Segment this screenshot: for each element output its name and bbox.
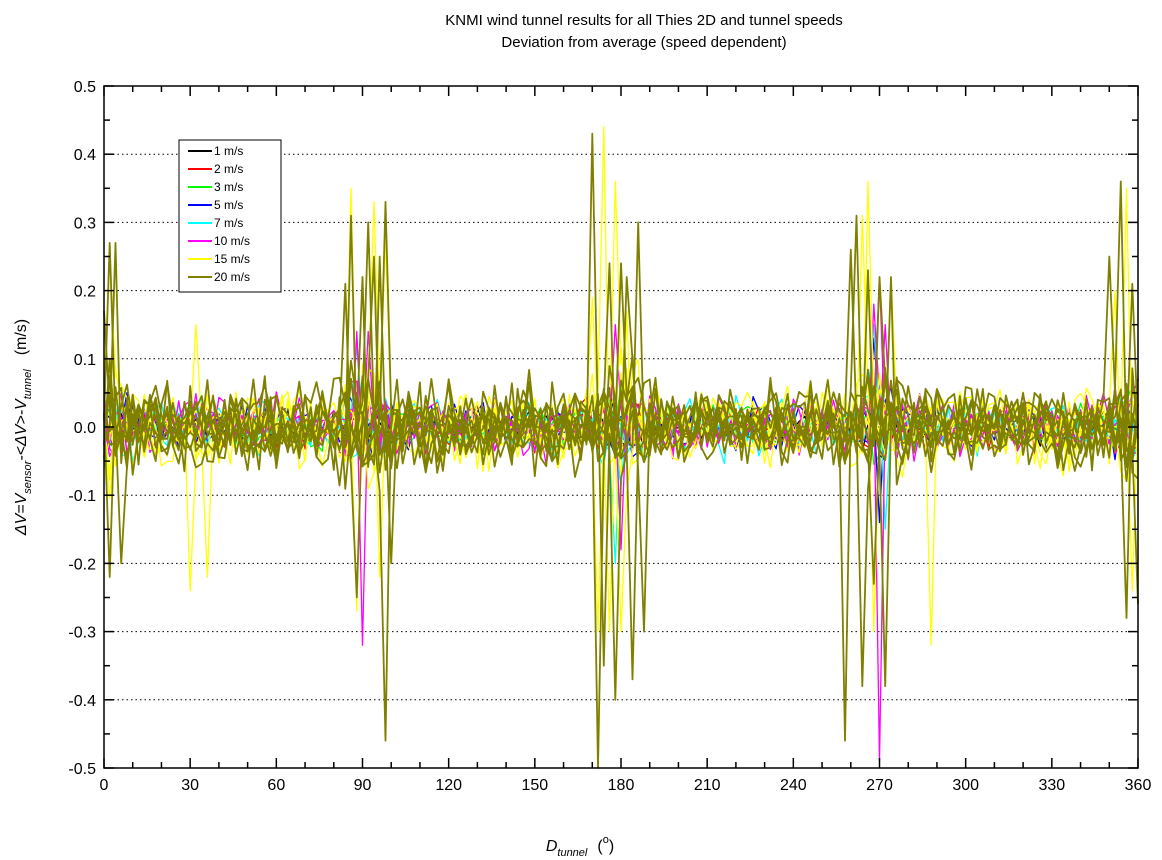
x-tick-label: 300 (952, 777, 979, 794)
series-line (103, 235, 1139, 646)
y-tick-label: -0.2 (68, 556, 96, 573)
y-tick-label: 0.3 (74, 215, 96, 232)
y-tick-label: 0.4 (74, 147, 96, 164)
x-tick-label: 330 (1038, 777, 1065, 794)
legend-label: 1 m/s (214, 144, 243, 158)
x-tick-labels: 0 30 60 90 120 150 180 210 240 270 300 330 360 (100, 777, 1152, 794)
series-line (103, 242, 1139, 605)
y-tick-labels: -0.5 -0.4 -0.3 -0.2 -0.1 0.0 0.1 0.2 0.3 0.4 0.5 (68, 79, 96, 778)
y-tick-label: -0.5 (68, 761, 96, 778)
legend-label: 2 m/s (214, 162, 243, 176)
series-line (103, 180, 1139, 667)
y-axis-label: ΔV=Vsensor-<ΔV>-Vtunnel(m/s) (13, 319, 34, 536)
legend-label: 20 m/s (214, 270, 250, 284)
series-line (103, 255, 1139, 701)
series-lines (103, 126, 1139, 769)
x-tick-label: 0 (100, 777, 109, 794)
legend-label: 7 m/s (214, 216, 243, 230)
x-tick-label: 240 (780, 777, 807, 794)
x-tick-label: 210 (694, 777, 721, 794)
axis-ticks (103, 85, 1139, 769)
chart-subtitle: Deviation from average (speed dependent) (501, 34, 786, 51)
y-tick-label: 0.5 (74, 79, 96, 96)
chart-title: KNMI wind tunnel results for all Thies 2… (445, 12, 842, 29)
y-tick-label: -0.1 (68, 488, 96, 505)
legend-label: 15 m/s (214, 252, 250, 266)
x-axis-label: Dtunnel (o) (546, 834, 614, 859)
legend-label: 5 m/s (214, 198, 243, 212)
legend: 1 m/s 2 m/s 3 m/s 5 m/s 7 m/s 10 m/s 15 m/s 20 … (178, 139, 282, 293)
legend-label: 10 m/s (214, 234, 250, 248)
x-tick-label: 60 (267, 777, 285, 794)
x-tick-label: 180 (608, 777, 635, 794)
series-line (103, 282, 1139, 688)
x-tick-label: 90 (354, 777, 372, 794)
series-line (103, 132, 1139, 633)
y-tick-label: 0.1 (74, 352, 96, 369)
series-20-m-s (103, 132, 1139, 769)
y-tick-label: 0.0 (74, 420, 96, 437)
x-tick-label: 30 (181, 777, 199, 794)
y-tick-label: -0.3 (68, 625, 96, 642)
x-tick-label: 270 (866, 777, 893, 794)
y-tick-label: 0.2 (74, 284, 96, 301)
x-tick-label: 150 (521, 777, 548, 794)
legend-label: 3 m/s (214, 180, 243, 194)
legend-box (178, 139, 282, 293)
x-tick-label: 120 (435, 777, 462, 794)
y-tick-label: -0.4 (68, 693, 96, 710)
x-tick-label: 360 (1125, 777, 1152, 794)
